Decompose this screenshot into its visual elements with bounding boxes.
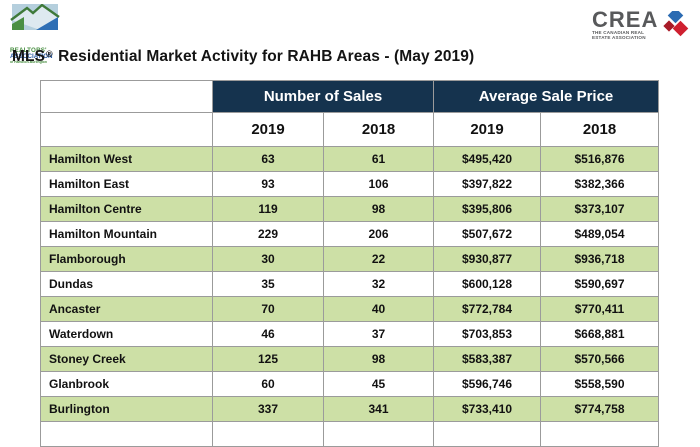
sales-2019-cell: 35 (212, 271, 324, 297)
table-row: Hamilton Centre 119 98 $395,806 $373,107 (40, 196, 659, 222)
crea-diamond-icon (663, 11, 689, 37)
price-year-2019-header: 2019 (433, 112, 541, 147)
price-2018-cell: $668,881 (540, 321, 659, 347)
area-cell: Burlington (40, 396, 213, 422)
sales-2018-cell (323, 421, 434, 447)
price-2018-cell: $373,107 (540, 196, 659, 222)
sales-2019-cell: 63 (212, 146, 324, 172)
rahb-logo-line1: REALTORS' (10, 47, 47, 54)
crea-logo: CREA THE CANADIAN REAL ESTATE ASSOCIATIO… (592, 7, 692, 48)
price-2018-cell: $570,566 (540, 346, 659, 372)
table-row (40, 421, 659, 447)
page-title: MLS® Residential Market Activity for RAH… (12, 48, 672, 66)
sales-year-2018-header: 2018 (323, 112, 434, 147)
table-row: Dundas 35 32 $600,128 $590,697 (40, 271, 659, 297)
sales-2019-cell: 125 (212, 346, 324, 372)
price-2019-cell: $930,877 (433, 246, 541, 272)
sales-2018-cell: 22 (323, 246, 434, 272)
area-cell: Flamborough (40, 246, 213, 272)
market-activity-table: Number of Sales Average Sale Price 2019 … (40, 80, 659, 447)
price-2018-cell: $558,590 (540, 371, 659, 397)
price-2019-cell: $703,853 (433, 321, 541, 347)
crea-logo-subtitle: THE CANADIAN REAL ESTATE ASSOCIATION (592, 30, 646, 40)
page: { "header": { "title": { "prefix": "MLS"… (10, 4, 692, 447)
price-2018-cell: $590,697 (540, 271, 659, 297)
area-cell: Hamilton West (40, 146, 213, 172)
price-2019-cell: $395,806 (433, 196, 541, 222)
sales-year-2019-header: 2019 (212, 112, 324, 147)
area-cell: Glanbrook (40, 371, 213, 397)
area-cell: Dundas (40, 271, 213, 297)
rahb-logo: REALTORS' ASSOCIATION of Hamilton-Burlin… (10, 4, 62, 64)
price-2019-cell (433, 421, 541, 447)
sales-2019-cell: 229 (212, 221, 324, 247)
sales-2019-cell (212, 421, 324, 447)
corner-cell (40, 80, 213, 113)
area-cell: Hamilton East (40, 171, 213, 197)
sales-2018-cell: 98 (323, 196, 434, 222)
area-cell: Hamilton Centre (40, 196, 213, 222)
table-body: Hamilton West 63 61 $495,420 $516,876 Ha… (40, 146, 659, 447)
sales-2018-cell: 341 (323, 396, 434, 422)
sales-2018-cell: 106 (323, 171, 434, 197)
area-cell: Ancaster (40, 296, 213, 322)
sales-2019-cell: 93 (212, 171, 324, 197)
table-row: Stoney Creek 125 98 $583,387 $570,566 (40, 346, 659, 372)
price-2018-cell: $936,718 (540, 246, 659, 272)
sales-2019-cell: 60 (212, 371, 324, 397)
price-2018-cell: $516,876 (540, 146, 659, 172)
price-2018-cell: $382,366 (540, 171, 659, 197)
sales-2018-cell: 37 (323, 321, 434, 347)
area-cell: Waterdown (40, 321, 213, 347)
sales-2019-cell: 337 (212, 396, 324, 422)
crea-logo-name: CREA (592, 7, 659, 32)
table-row: Flamborough 30 22 $930,877 $936,718 (40, 246, 659, 272)
table-row: Hamilton West 63 61 $495,420 $516,876 (40, 146, 659, 172)
table-row: Hamilton Mountain 229 206 $507,672 $489,… (40, 221, 659, 247)
price-2019-cell: $733,410 (433, 396, 541, 422)
price-2018-cell: $774,758 (540, 396, 659, 422)
price-2018-cell: $489,054 (540, 221, 659, 247)
sales-2018-cell: 98 (323, 346, 434, 372)
year-header-row: 2019 2018 2019 2018 (40, 112, 659, 147)
sales-2018-cell: 40 (323, 296, 434, 322)
table-row: Burlington 337 341 $733,410 $774,758 (40, 396, 659, 422)
table-row: Waterdown 46 37 $703,853 $668,881 (40, 321, 659, 347)
table-row: Ancaster 70 40 $772,784 $770,411 (40, 296, 659, 322)
sales-2018-cell: 45 (323, 371, 434, 397)
sales-2019-cell: 70 (212, 296, 324, 322)
area-cell: Hamilton Mountain (40, 221, 213, 247)
sales-2018-cell: 206 (323, 221, 434, 247)
sales-2018-cell: 61 (323, 146, 434, 172)
price-2019-cell: $600,128 (433, 271, 541, 297)
price-year-2018-header: 2018 (540, 112, 659, 147)
rahb-logo-line2: ASSOCIATION (10, 53, 53, 60)
corner-cell-2 (40, 112, 213, 147)
title-prefix: MLS (12, 48, 46, 65)
area-cell: Stoney Creek (40, 346, 213, 372)
table-row: Glanbrook 60 45 $596,746 $558,590 (40, 371, 659, 397)
price-2019-cell: $583,387 (433, 346, 541, 372)
price-2019-cell: $397,822 (433, 171, 541, 197)
rahb-logo-line3: of Hamilton-Burlington (10, 60, 47, 64)
area-cell (40, 421, 213, 447)
price-2019-cell: $772,784 (433, 296, 541, 322)
rahb-house-icon (10, 4, 60, 30)
average-sale-price-header: Average Sale Price (433, 80, 659, 113)
sales-2018-cell: 32 (323, 271, 434, 297)
group-header-row: Number of Sales Average Sale Price (40, 80, 659, 113)
sales-2019-cell: 119 (212, 196, 324, 222)
price-2018-cell (540, 421, 659, 447)
price-2019-cell: $507,672 (433, 221, 541, 247)
title-rest: Residential Market Activity for RAHB Are… (53, 48, 475, 65)
price-2018-cell: $770,411 (540, 296, 659, 322)
sales-2019-cell: 46 (212, 321, 324, 347)
number-of-sales-header: Number of Sales (212, 80, 434, 113)
table-row: Hamilton East 93 106 $397,822 $382,366 (40, 171, 659, 197)
price-2019-cell: $596,746 (433, 371, 541, 397)
sales-2019-cell: 30 (212, 246, 324, 272)
price-2019-cell: $495,420 (433, 146, 541, 172)
registered-mark: ® (46, 49, 53, 59)
